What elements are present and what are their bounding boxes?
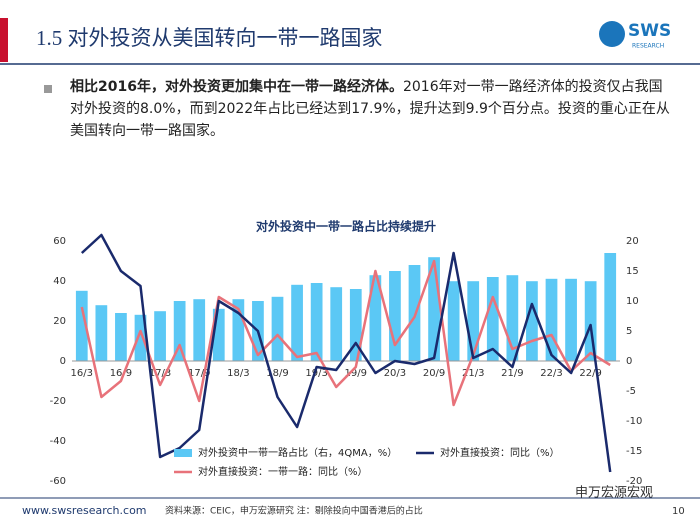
x-tick-label: 17/3: [149, 368, 171, 379]
x-tick-label: 19/9: [345, 368, 367, 379]
bullet-bold: 相比2016年，对外投资更加集中在一带一路经济体。: [70, 79, 403, 95]
y2-tick-label: -10: [626, 416, 642, 427]
bar: [310, 283, 323, 361]
line-series: [80, 259, 611, 407]
x-tick-label: 21/9: [501, 368, 523, 379]
accent-bar: [0, 18, 8, 62]
y-tick-label: 20: [53, 316, 66, 327]
logo-mark: [599, 21, 625, 47]
y2-tick-label: -20: [626, 476, 642, 487]
page-number: 10: [672, 506, 685, 517]
y-tick-label: -60: [50, 476, 66, 487]
legend-label: 对外直接投资：同比（%）: [440, 446, 560, 459]
bar: [154, 311, 166, 361]
bar: [173, 301, 186, 361]
x-tick-label: 19/3: [305, 368, 327, 379]
bar: [134, 314, 147, 361]
y2-tick-label: -15: [626, 446, 642, 457]
bar: [193, 299, 206, 361]
bar: [428, 257, 440, 361]
bar: [349, 289, 362, 361]
x-tick-label: 21/3: [462, 368, 484, 379]
bar: [506, 275, 519, 361]
y-tick-label: -20: [50, 396, 66, 407]
bar: [291, 284, 303, 361]
x-tick-label: 20/9: [423, 368, 445, 379]
footer-url: www.swsresearch.com: [22, 504, 147, 517]
bullet-mark: [44, 85, 52, 93]
y-tick-label: 60: [53, 236, 66, 247]
x-tick-label: 22/3: [540, 368, 562, 379]
y2-tick-label: 5: [626, 326, 632, 337]
y-tick-label: -40: [50, 436, 66, 447]
x-tick-label: 18/9: [266, 368, 288, 379]
y2-tick-label: -5: [626, 386, 636, 397]
legend-label: 对外投资中一带一路占比（右，4QMA，%）: [198, 446, 397, 459]
x-tick-label: 16/9: [110, 368, 132, 379]
wechat: 申万宏源宏观: [575, 486, 653, 501]
bar: [389, 271, 401, 361]
logo-sub: RESEARCH: [632, 43, 664, 50]
bar: [232, 299, 245, 361]
chart-title: 对外投资中一带一路占比持续提升: [256, 219, 436, 234]
legend-label: 对外直接投资：一带一路：同比（%）: [198, 465, 368, 478]
y2-tick-label: 0: [626, 356, 632, 367]
bar: [486, 277, 499, 361]
logo: SWS: [628, 21, 671, 41]
bar: [75, 290, 88, 361]
footer-source: 资料来源：CEIC，申万宏源研究 注：剔除投向中国香港后的占比: [165, 505, 423, 517]
bar: [271, 296, 284, 361]
bar: [584, 281, 597, 361]
bar: [565, 278, 577, 361]
x-tick-label: 17/9: [188, 368, 210, 379]
y-tick-label: 40: [53, 276, 66, 287]
x-tick-label: 16/3: [71, 368, 93, 379]
bar: [330, 287, 343, 361]
bar: [526, 281, 538, 361]
bar: [212, 308, 225, 361]
line-series: [80, 233, 612, 473]
x-tick-label: 18/3: [227, 368, 249, 379]
y2-tick-label: 15: [626, 266, 639, 277]
bar: [467, 281, 480, 361]
bar: [95, 305, 108, 361]
slide-title: 1.5 对外投资从美国转向一带一路国家: [36, 26, 383, 50]
bullet-box: 相比2016年，对外投资更加集中在一带一路经济体。2016年对一带一路经济体的投…: [70, 76, 670, 142]
legend-swatch: [174, 449, 192, 457]
x-tick-label: 22/9: [579, 368, 601, 379]
x-tick-label: 20/3: [384, 368, 406, 379]
bullet: 相比2016年，对外投资更加集中在一带一路经济体。2016年对一带一路经济体的投…: [70, 76, 670, 142]
bar: [545, 278, 558, 361]
bar: [408, 265, 421, 361]
y2-tick-label: 10: [626, 296, 639, 307]
bar: [447, 281, 460, 361]
bullet-text: 2016年对一带一路经济体的投资仅占我国对外投资的8.0%，而到2022年占比已…: [70, 79, 670, 139]
bar: [115, 313, 127, 361]
bar: [369, 275, 382, 361]
y-tick-label: 0: [60, 356, 66, 367]
bar: [604, 253, 617, 361]
y2-tick-label: 20: [626, 236, 639, 247]
